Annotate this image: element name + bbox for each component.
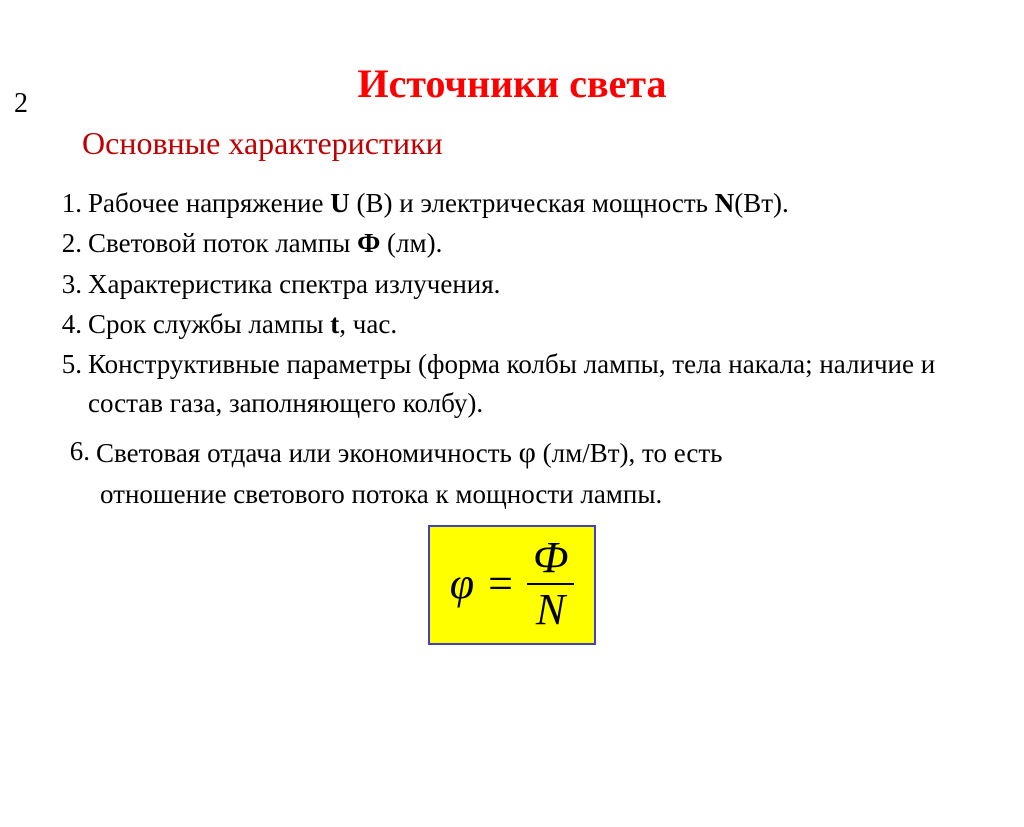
formula-container: φ = Ф N <box>0 525 1024 645</box>
formula-lhs: φ <box>450 562 474 606</box>
item-text-continuation: отношение светового потока к мощности ла… <box>100 475 984 513</box>
item-number: 6. <box>64 432 90 475</box>
symbol-u: U <box>330 188 350 218</box>
item-number: 2. <box>56 224 82 262</box>
page-number: 2 <box>14 88 28 120</box>
item-text: Световая отдача или экономичность φ (лм/… <box>96 432 984 475</box>
item-text: Конструктивные параметры (форма колбы ла… <box>88 345 984 422</box>
formula-denominator: N <box>530 585 571 633</box>
symbol-t: t <box>330 309 339 339</box>
list-item: 4. Срок службы лампы t, час. <box>56 305 984 343</box>
item-number: 3. <box>56 265 82 303</box>
item-number: 5. <box>56 345 82 422</box>
formula-equals: = <box>488 562 513 606</box>
item-text: Рабочее напряжение U (В) и электрическая… <box>88 184 984 222</box>
formula-fraction: Ф N <box>527 535 574 633</box>
formula-box: φ = Ф N <box>428 525 597 645</box>
list-item: 6. Световая отдача или экономичность φ (… <box>64 432 984 475</box>
item-text: Характеристика спектра излучения. <box>88 265 984 303</box>
list-item: 5. Конструктивные параметры (форма колбы… <box>56 345 984 422</box>
text-fragment: Световой поток лампы <box>88 228 357 258</box>
text-fragment: (Вт). <box>734 188 789 218</box>
slide-subtitle: Основные характеристики <box>82 125 1024 162</box>
text-fragment: Рабочее напряжение <box>88 188 330 218</box>
list-item: 1. Рабочее напряжение U (В) и электричес… <box>56 184 984 222</box>
item-number: 1. <box>56 184 82 222</box>
slide-title: Источники света <box>0 60 1024 107</box>
symbol-n: N <box>715 188 735 218</box>
item-text: Световой поток лампы Ф (лм). <box>88 224 984 262</box>
item-number: 4. <box>56 305 82 343</box>
formula-numerator: Ф <box>527 535 574 585</box>
list-item: 3. Характеристика спектра излучения. <box>56 265 984 303</box>
characteristics-list: 1. Рабочее напряжение U (В) и электричес… <box>56 184 984 422</box>
list-item: 2. Световой поток лампы Ф (лм). <box>56 224 984 262</box>
text-fragment: Срок службы лампы <box>88 309 330 339</box>
item-text: Срок службы лампы t, час. <box>88 305 984 343</box>
symbol-phi: φ <box>519 436 536 469</box>
text-fragment: Световая отдача или экономичность <box>96 438 519 468</box>
text-fragment: (лм). <box>380 228 442 258</box>
text-fragment: (В) и электрическая мощность <box>350 188 715 218</box>
text-fragment: , час. <box>339 309 397 339</box>
symbol-phi-cap: Ф <box>357 228 380 258</box>
text-fragment: (лм/Вт), то есть <box>536 438 723 468</box>
